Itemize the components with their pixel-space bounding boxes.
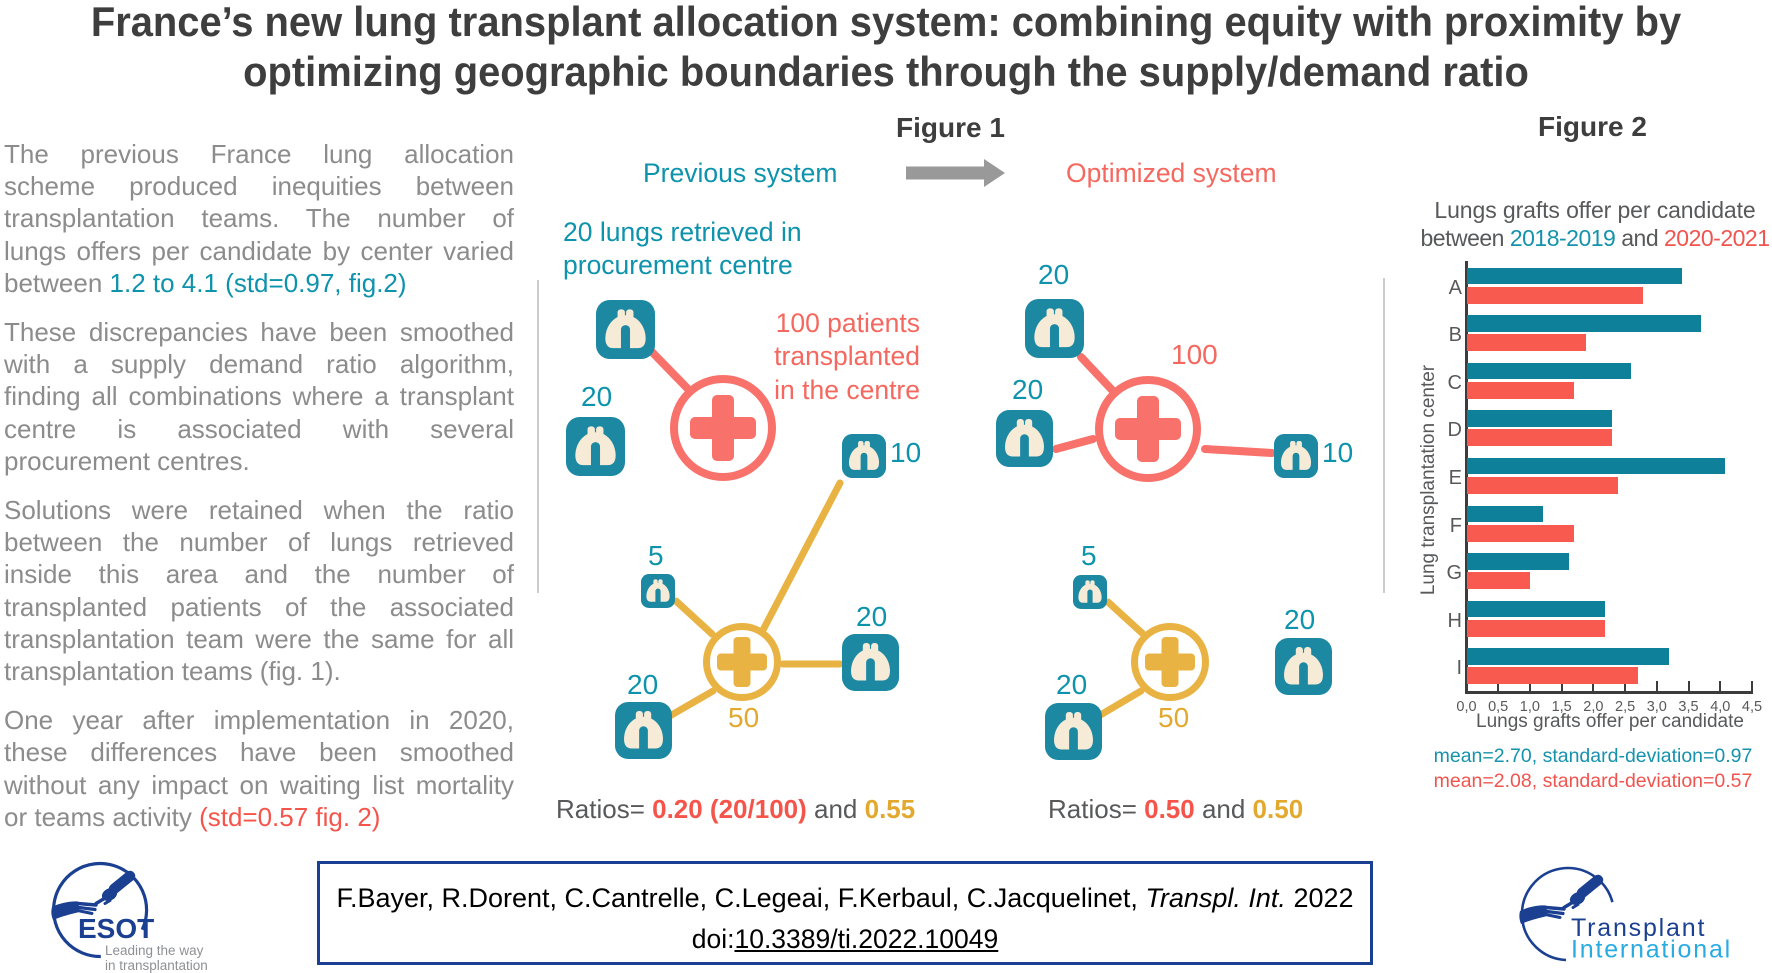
svg-text:ESOT: ESOT: [78, 913, 154, 944]
svg-text:International: International: [1571, 936, 1732, 964]
svg-text:Leading the way: Leading the way: [105, 943, 204, 958]
svg-text:Transplant: Transplant: [1571, 914, 1706, 942]
svg-text:in transplantation: in transplantation: [105, 958, 208, 973]
